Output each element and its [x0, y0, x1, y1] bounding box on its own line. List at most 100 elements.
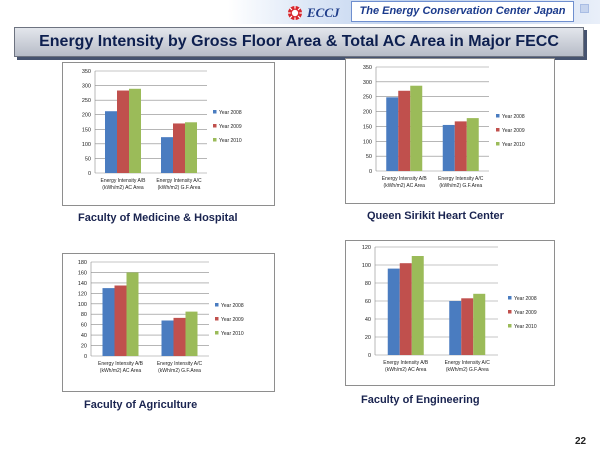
x-category-label: Energy Intensity A/C (kWh/m2) G.F.Area — [438, 176, 484, 189]
y-tick-label: 180 — [78, 260, 87, 266]
y-tick-label: 0 — [88, 171, 91, 177]
legend-swatch — [508, 310, 512, 314]
x-category-label-line: Energy Intensity A/C — [157, 361, 203, 367]
y-tick-label: 300 — [82, 84, 91, 90]
x-category-label-line: Energy Intensity A/B — [98, 361, 144, 367]
bar — [410, 85, 423, 171]
bar — [387, 268, 400, 355]
x-category-label-line: (kWh/m2) G.F.Area — [158, 185, 201, 191]
bar — [411, 256, 424, 355]
bar-chart-agriculture: 0 20 40 60 80 100 120 140 160 180 Energy Intensity… — [78, 260, 244, 374]
bar — [399, 263, 412, 355]
bar — [173, 123, 185, 173]
bar — [161, 137, 173, 173]
y-tick-label: 100 — [362, 263, 371, 269]
organization-name: The Energy Conservation Center Japan — [359, 5, 566, 17]
bar — [461, 298, 474, 355]
y-tick-label: 40 — [81, 333, 87, 339]
chart-caption: Faculty of Medicine & Hospital — [78, 212, 238, 224]
bar — [114, 285, 127, 356]
y-tick-label: 60 — [365, 299, 371, 305]
legend-label: Year 2010 — [219, 138, 242, 144]
y-tick-label: 100 — [82, 142, 91, 148]
legend-label: Year 2010 — [502, 142, 525, 148]
bar — [129, 88, 141, 173]
y-tick-label: 350 — [82, 69, 91, 75]
y-tick-label: 150 — [82, 127, 91, 133]
chart-panel-engineering: 0 20 40 60 80 100 120 Energy Intensity A/B (kWh/… — [345, 240, 555, 386]
y-tick-label: 0 — [84, 354, 87, 360]
y-tick-label: 100 — [78, 302, 87, 308]
y-tick-label: 80 — [365, 281, 371, 287]
bar — [105, 111, 117, 173]
x-category-label-line: (kWh/m2) G.F.Area — [446, 367, 489, 373]
bar — [386, 97, 399, 171]
y-tick-label: 50 — [85, 156, 91, 162]
x-category-label: Energy Intensity A/B (kWh/m2) AC Area — [98, 361, 144, 374]
legend-swatch — [508, 296, 512, 300]
x-category-label: Energy Intensity A/C (kWh/m2) G.F.Area — [156, 178, 202, 191]
y-tick-label: 350 — [363, 65, 372, 71]
legend-swatch — [215, 331, 219, 335]
y-tick-label: 100 — [363, 139, 372, 145]
x-category-label-line: (kWh/m2) AC Area — [385, 367, 427, 373]
legend-swatch — [496, 114, 500, 118]
bar — [442, 124, 455, 171]
x-category-label: Energy Intensity A/B (kWh/m2) AC Area — [383, 360, 429, 373]
y-tick-label: 0 — [368, 353, 371, 359]
eccj-logo-icon — [288, 6, 302, 20]
legend-swatch — [215, 317, 219, 321]
y-tick-label: 300 — [363, 80, 372, 86]
y-tick-label: 200 — [363, 110, 372, 116]
legend-swatch — [213, 138, 217, 142]
x-category-label-line: Energy Intensity A/C — [156, 178, 202, 184]
y-tick-label: 120 — [362, 245, 371, 251]
x-category-label-line: (kWh/m2) AC Area — [384, 183, 426, 189]
x-category-label-line: (kWh/m2) AC Area — [102, 185, 144, 191]
y-tick-label: 200 — [82, 113, 91, 119]
legend-label: Year 2008 — [219, 110, 242, 116]
x-category-label-line: (kWh/m2) G.F.Area — [439, 183, 482, 189]
x-category-label-line: Energy Intensity A/B — [383, 360, 429, 366]
legend-label: Year 2008 — [514, 296, 537, 302]
title-banner: Energy Intensity by Gross Floor Area & T… — [14, 27, 584, 57]
bar — [473, 293, 486, 355]
legend-label: Year 2010 — [221, 331, 244, 337]
bar — [173, 317, 186, 356]
y-tick-label: 0 — [369, 169, 372, 175]
x-category-label-line: Energy Intensity A/C — [445, 360, 491, 366]
bar — [185, 122, 197, 173]
bar — [117, 90, 129, 173]
y-tick-label: 40 — [365, 317, 371, 323]
legend-swatch — [213, 110, 217, 114]
bar — [185, 311, 198, 356]
y-tick-label: 20 — [81, 344, 87, 350]
bar — [102, 288, 115, 356]
legend-swatch — [508, 324, 512, 328]
y-tick-label: 160 — [78, 270, 87, 276]
legend-label: Year 2008 — [221, 303, 244, 309]
chart-panel-medicine-hospital: 0 50 100 150 200 250 300 350 Energy Intensity A/… — [62, 62, 275, 206]
logo-text: ECCJ — [307, 5, 340, 20]
bar — [449, 301, 462, 355]
legend-swatch — [496, 142, 500, 146]
y-tick-label: 80 — [81, 312, 87, 318]
x-category-label: Energy Intensity A/B (kWh/m2) AC Area — [100, 178, 146, 191]
y-tick-label: 60 — [81, 323, 87, 329]
bar — [454, 121, 467, 171]
y-tick-label: 250 — [82, 98, 91, 104]
legend-label: Year 2009 — [219, 124, 242, 130]
bar-chart-queen-sirikit: 0 50 100 150 200 250 300 350 Energy Intensity A/… — [363, 65, 525, 189]
x-category-label: Energy Intensity A/C (kWh/m2) G.F.Area — [157, 361, 203, 374]
page-title: Energy Intensity by Gross Floor Area & T… — [39, 33, 559, 50]
legend-label: Year 2009 — [502, 128, 525, 134]
legend-label: Year 2009 — [514, 310, 537, 316]
bar-chart-medicine-hospital: 0 50 100 150 200 250 300 350 Energy Intensity A/… — [82, 69, 242, 191]
bar — [126, 272, 139, 356]
y-tick-label: 120 — [78, 291, 87, 297]
x-category-label: Energy Intensity A/B (kWh/m2) AC Area — [382, 176, 428, 189]
chart-caption: Faculty of Agriculture — [84, 399, 198, 411]
x-category-label-line: (kWh/m2) G.F.Area — [158, 368, 201, 374]
y-tick-label: 20 — [365, 335, 371, 341]
